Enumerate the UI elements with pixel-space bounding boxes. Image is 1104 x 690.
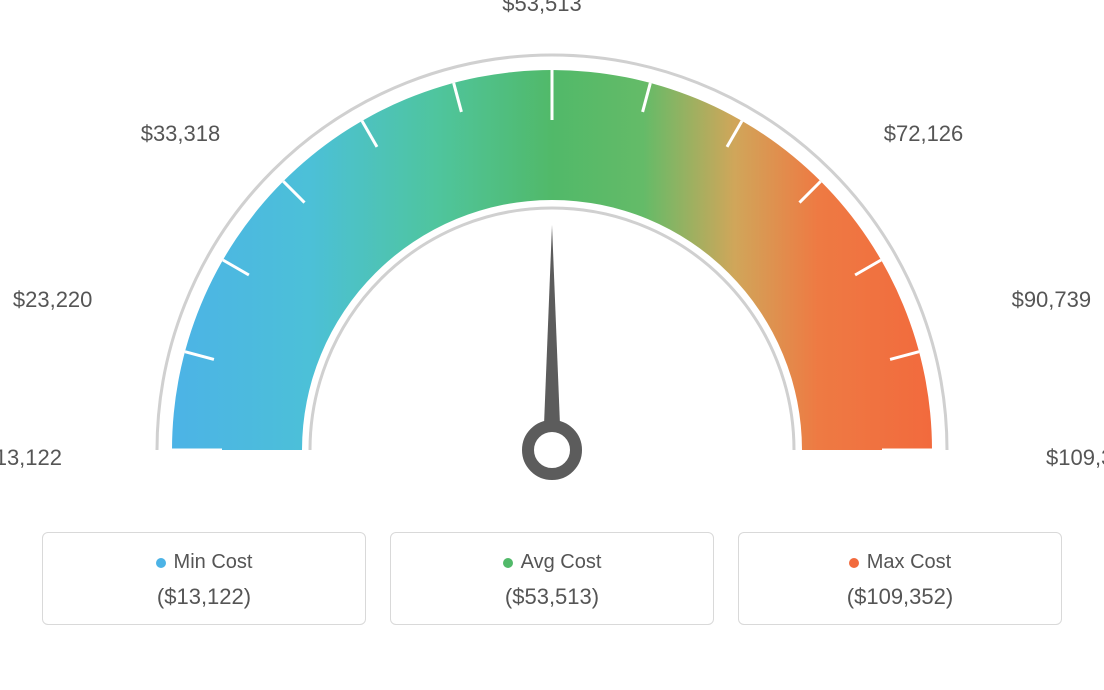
avg-cost-value: ($53,513): [401, 584, 703, 610]
avg-cost-title-row: Avg Cost: [503, 551, 602, 574]
gauge-scale-label: $90,739: [1012, 287, 1092, 313]
min-cost-title: Min Cost: [174, 551, 253, 574]
max-cost-value: ($109,352): [749, 584, 1051, 610]
gauge-scale-label: $109,352: [1046, 445, 1104, 471]
min-cost-value: ($13,122): [53, 584, 355, 610]
avg-cost-title: Avg Cost: [521, 551, 602, 574]
max-cost-title: Max Cost: [867, 551, 951, 574]
min-cost-card: Min Cost ($13,122): [42, 532, 366, 625]
gauge-scale-label: $33,318: [141, 121, 221, 147]
gauge-chart: $13,122$23,220$33,318$53,513$72,126$90,7…: [20, 20, 1084, 520]
gauge-svg: [20, 20, 1084, 520]
gauge-scale-label: $23,220: [13, 287, 93, 313]
min-cost-dot: [156, 558, 166, 568]
gauge-scale-label: $13,122: [0, 445, 62, 471]
max-cost-title-row: Max Cost: [849, 551, 951, 574]
min-cost-title-row: Min Cost: [156, 551, 253, 574]
avg-cost-card: Avg Cost ($53,513): [390, 532, 714, 625]
gauge-scale-label: $53,513: [502, 0, 582, 17]
gauge-scale-label: $72,126: [884, 121, 964, 147]
cost-cards: Min Cost ($13,122) Avg Cost ($53,513) Ma…: [42, 532, 1062, 625]
max-cost-dot: [849, 558, 859, 568]
avg-cost-dot: [503, 558, 513, 568]
max-cost-card: Max Cost ($109,352): [738, 532, 1062, 625]
